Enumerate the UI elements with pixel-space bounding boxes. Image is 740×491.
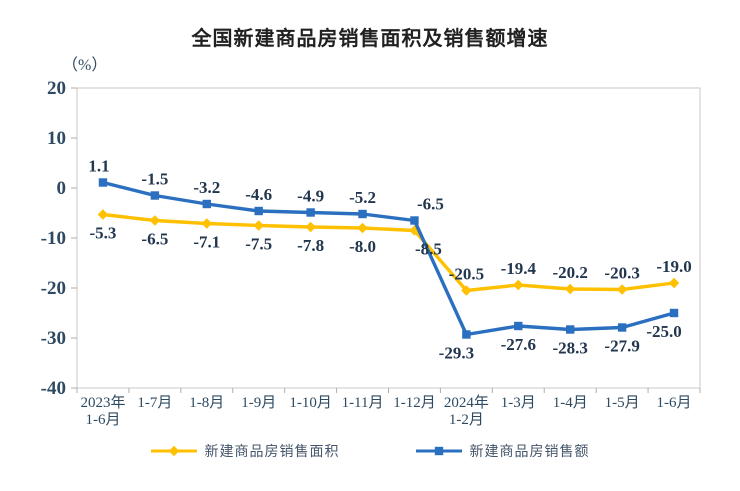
- series-marker: [565, 283, 576, 295]
- series-marker: [668, 277, 680, 289]
- series-marker: [410, 216, 419, 225]
- data-label: -20.2: [552, 263, 587, 282]
- series-marker: [305, 221, 316, 233]
- series-marker: [253, 220, 264, 231]
- data-label: -5.3: [89, 224, 116, 243]
- data-label: -7.5: [245, 235, 272, 254]
- y-axis-tick-label: -10: [41, 228, 66, 249]
- x-axis-label: 1-5月: [605, 395, 640, 411]
- y-axis-tick-label: 10: [47, 128, 66, 149]
- x-axis-label: 1-3月: [501, 395, 536, 411]
- legend-item-1: 新建商品房销售额: [415, 441, 590, 461]
- data-label: -27.6: [501, 335, 536, 354]
- x-axis-label: 1-6月: [657, 395, 692, 411]
- data-label: -25.0: [646, 322, 681, 341]
- data-label: -6.5: [141, 230, 168, 249]
- x-axis-label: 2023年: [80, 394, 125, 411]
- x-axis-label: 1-6月: [85, 412, 120, 428]
- data-label: -6.5: [417, 195, 444, 214]
- x-axis-label: 1-8月: [189, 395, 224, 411]
- data-label: -28.3: [552, 339, 587, 358]
- data-label: -8.5: [415, 240, 442, 259]
- series-marker: [513, 279, 524, 291]
- data-label: -4.6: [245, 185, 272, 204]
- data-label: -19.0: [656, 257, 691, 276]
- series-marker: [202, 199, 211, 209]
- y-axis-tick-label: -20: [41, 278, 66, 299]
- series-marker: [306, 208, 315, 217]
- series-marker: [358, 209, 367, 219]
- data-label: -20.5: [449, 265, 484, 284]
- series-marker: [669, 308, 679, 318]
- series-marker: [254, 206, 263, 216]
- data-label: -3.2: [193, 178, 220, 197]
- y-axis-tick-label: 20: [47, 78, 66, 99]
- legend-diamond-marker-icon: [150, 445, 197, 457]
- legend-label: 新建商品房销售面积: [204, 445, 340, 460]
- data-label: -7.8: [297, 236, 324, 255]
- y-axis-tick-label: -40: [41, 378, 66, 399]
- series-marker: [357, 222, 368, 234]
- data-label: -5.2: [349, 188, 376, 207]
- y-axis-tick-label: 0: [57, 178, 67, 199]
- series-marker: [461, 285, 472, 296]
- series-marker: [616, 284, 628, 295]
- data-label: -1.5: [141, 170, 168, 189]
- x-axis-label: 1-9月: [241, 395, 276, 411]
- series-marker: [98, 178, 108, 187]
- y-axis-unit-label: （%）: [62, 56, 107, 74]
- x-axis-label: 1-2月: [449, 412, 484, 428]
- x-axis-label: 2024年: [444, 394, 489, 411]
- x-axis-label: 1-12月: [393, 395, 436, 411]
- chart-title: 全国新建商品房销售面积及销售额增速: [191, 28, 549, 50]
- series-line-0: [101, 212, 676, 293]
- legend-label: 新建商品房销售额: [469, 445, 590, 460]
- chart-legend: 新建商品房销售面积 新建商品房销售额: [0, 441, 740, 461]
- legend-square-marker-icon: [415, 446, 462, 456]
- x-axis-label: 1-10月: [289, 395, 332, 411]
- data-label: -8.0: [349, 237, 376, 256]
- data-label: -29.3: [439, 344, 474, 363]
- data-label: -4.9: [297, 187, 324, 206]
- data-label: -19.4: [501, 259, 537, 278]
- data-label: 1.1: [88, 157, 109, 176]
- series-marker: [149, 215, 161, 226]
- series-line-1: [101, 180, 676, 337]
- series-marker: [150, 191, 160, 200]
- y-axis-tick-label: -30: [41, 328, 66, 349]
- series-marker: [566, 325, 575, 334]
- legend-item-0: 新建商品房销售面积: [150, 441, 340, 461]
- data-label: -27.9: [604, 337, 639, 356]
- data-label: -7.1: [193, 233, 220, 252]
- series-marker: [97, 209, 109, 220]
- series-marker: [201, 218, 212, 229]
- series-marker: [514, 321, 523, 331]
- series-marker: [462, 330, 471, 339]
- x-axis-label: 1-7月: [137, 395, 172, 411]
- x-axis-label: 1-4月: [553, 395, 588, 411]
- x-axis-label: 1-11月: [342, 395, 384, 411]
- data-label: -20.3: [604, 264, 639, 283]
- series-marker: [617, 323, 627, 332]
